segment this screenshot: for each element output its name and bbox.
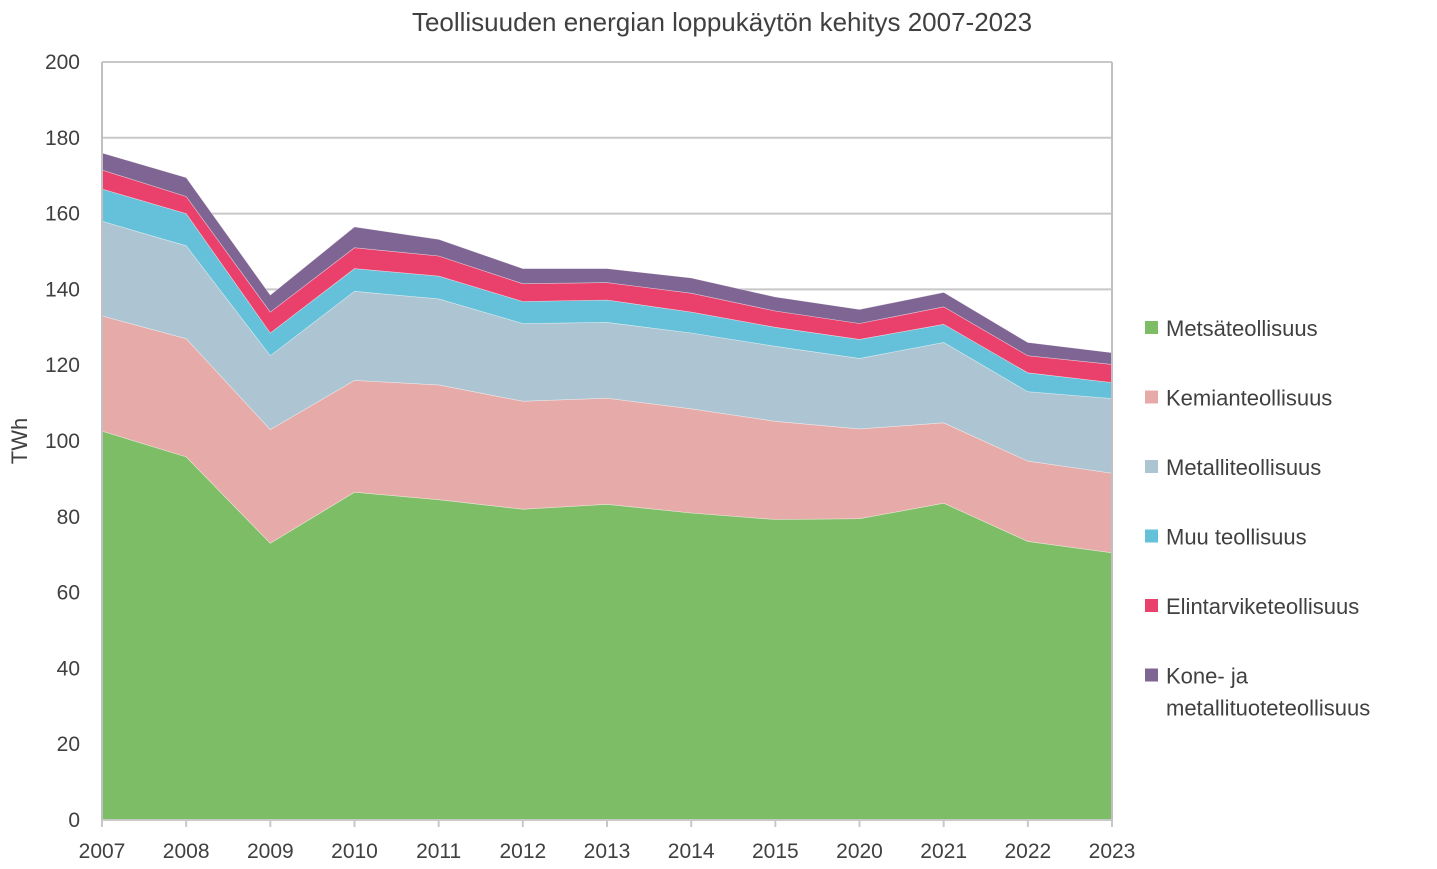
y-axis-ticks: 0 20 40 60 80 100 120 140 160 180 200 [45,51,80,832]
area-series [101,152,1113,821]
legend-swatch [1145,529,1158,543]
y-tick-label: 100 [45,430,80,453]
legend-swatch [1145,668,1158,682]
x-tick-label: 2021 [920,840,967,863]
chart-title: Teollisuuden energian loppukäytön kehity… [412,7,1032,37]
legend-item: Kemianteollisuus [1145,386,1332,411]
x-tick-label: 2011 [416,840,461,863]
legend-swatch [1145,599,1158,612]
x-tick-label: 2020 [836,840,883,863]
y-tick-label: 80 [57,506,80,529]
x-tick-label: 2023 [1089,840,1136,863]
y-tick-label: 200 [45,51,80,74]
legend-label: Kone- ja metallituoteteollisuus [1166,664,1370,721]
y-tick-label: 60 [57,582,80,605]
legend-label-line: Metsäteollisuus [1166,316,1318,341]
y-tick-label: 140 [45,278,80,301]
legend: Metsäteollisuus Kemianteollisuus Metallite… [1145,316,1370,721]
legend-swatch [1145,460,1158,473]
legend-label: Kemianteollisuus [1166,386,1332,411]
x-tick-label: 2015 [752,840,799,863]
legend-item: Metalliteollisuus [1145,455,1321,480]
legend-label: Muu teollisuus [1166,525,1307,550]
y-tick-label: 40 [57,657,80,680]
legend-label-line: Muu teollisuus [1166,525,1307,550]
y-axis-label: TWh [7,418,32,464]
y-tick-label: 180 [45,127,80,150]
legend-swatch [1145,321,1158,334]
x-axis-ticks: 2007 2008 2009 2010 2011 2012 2013 2014 2015 2020… [79,840,1136,863]
legend-item: Elintarviketeollisuus [1145,594,1359,619]
legend-item: Kone- ja metallituoteteollisuus [1145,664,1370,721]
x-tick-label: 2007 [79,840,126,863]
legend-label-line: metallituoteteollisuus [1166,696,1370,721]
x-tick-label: 2022 [1004,840,1051,863]
legend-swatch [1145,390,1158,404]
x-tick-label: 2008 [163,840,210,863]
legend-label-line: Kemianteollisuus [1166,386,1332,411]
x-tick-label: 2009 [247,840,294,863]
legend-label-line: Kone- ja [1166,664,1249,689]
legend-label-line: Metalliteollisuus [1166,455,1321,480]
x-tick-label: 2013 [584,840,631,863]
legend-item: Muu teollisuus [1145,525,1307,550]
axes [101,62,1113,827]
x-tick-label: 2014 [668,840,715,863]
legend-label-line: Elintarviketeollisuus [1166,594,1359,619]
y-tick-label: 0 [68,809,80,832]
x-tick-label: 2010 [331,840,378,863]
y-tick-label: 160 [45,203,80,226]
legend-label: Elintarviketeollisuus [1166,594,1359,619]
y-tick-label: 120 [45,354,80,377]
legend-item: Metsäteollisuus [1145,316,1318,341]
y-tick-label: 20 [57,733,80,756]
legend-label: Metalliteollisuus [1166,455,1321,480]
x-tick-label: 2012 [499,840,546,863]
legend-label: Metsäteollisuus [1166,316,1318,341]
